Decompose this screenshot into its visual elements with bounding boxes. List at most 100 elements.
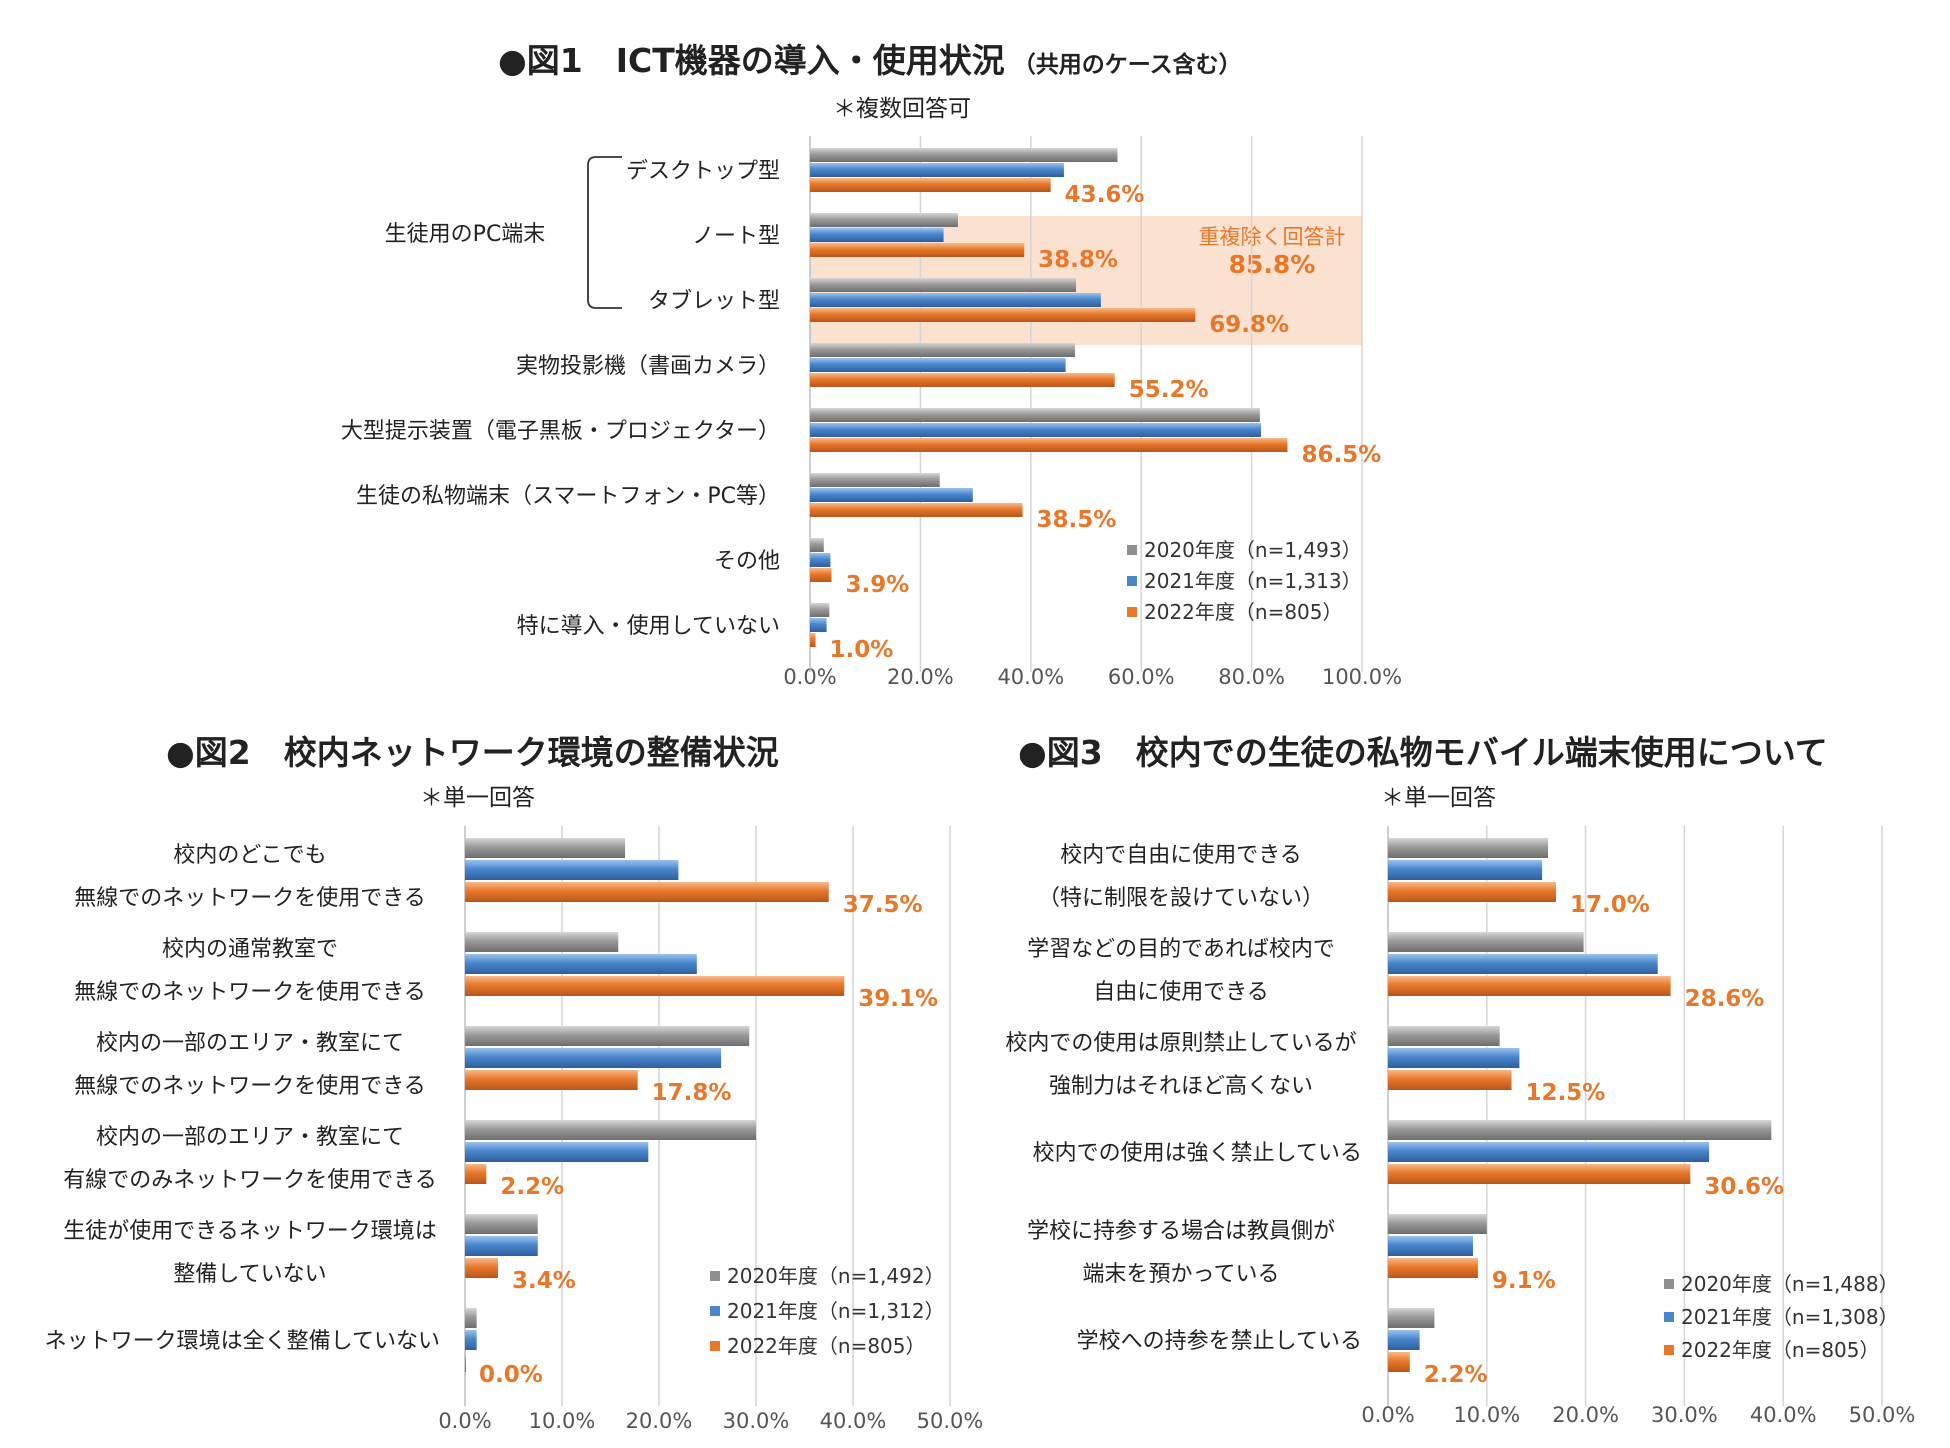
bar-2022: [810, 178, 1051, 192]
bar-2022: [810, 308, 1196, 322]
chart-title-suffix: （共用のケース含む）: [1013, 51, 1242, 78]
bar-2022: [465, 1258, 498, 1278]
category-label: ネットワーク環境は全く整備していない: [45, 1329, 440, 1354]
highlight-value: 85.8%: [1229, 250, 1316, 279]
bar-2021: [810, 228, 944, 242]
legend-label: 2020年度（n=1,493）: [1144, 538, 1362, 562]
legend-label: 2021年度（n=1,313）: [1144, 569, 1362, 593]
data-label: 3.4%: [512, 1268, 576, 1294]
bar-2020: [465, 932, 619, 952]
bar-2021: [810, 423, 1261, 437]
data-label: 69.8%: [1209, 312, 1289, 338]
legend-label: 2020年度（n=1,488）: [1681, 1272, 1899, 1296]
bar-2021: [1388, 1236, 1473, 1256]
bar-2020: [465, 1120, 756, 1140]
bar-2021: [465, 1048, 722, 1068]
x-tick-label: 60.0%: [1108, 665, 1175, 689]
data-label: 86.5%: [1301, 442, 1381, 468]
bar-2020: [810, 278, 1077, 292]
highlight-label: 重複除く回答計: [1199, 225, 1346, 249]
bar-2022: [465, 1352, 466, 1372]
category-label-line2: 強制力はそれほど高くない: [1049, 1074, 1313, 1099]
bar-2020: [1388, 932, 1584, 952]
data-label: 28.6%: [1685, 986, 1765, 1012]
bar-2020: [1388, 1308, 1435, 1328]
chart-title: ●図3 校内での生徒の私物モバイル端末使用について: [1018, 733, 1828, 772]
category-label: 学校への持参を禁止している: [1077, 1329, 1362, 1354]
x-tick-label: 30.0%: [1651, 1403, 1718, 1427]
bar-2021: [810, 488, 973, 502]
bar-2022: [810, 568, 832, 582]
bar-2022: [465, 1070, 638, 1090]
data-label: 2.2%: [1424, 1362, 1488, 1388]
bar-2020: [810, 603, 830, 617]
category-label-line2: 自由に使用できる: [1093, 980, 1269, 1005]
legend-swatch: [710, 1341, 720, 1351]
bar-2020: [810, 148, 1118, 162]
data-label: 38.5%: [1037, 507, 1117, 533]
category-label-line1: 校内での使用は原則禁止しているが: [1005, 1031, 1356, 1056]
bar-2020: [465, 1026, 750, 1046]
data-label: 2.2%: [500, 1174, 564, 1200]
category-label: 生徒の私物端末（スマートフォン・PC等）: [356, 484, 780, 509]
legend-swatch: [1664, 1345, 1674, 1355]
bar-2021: [810, 553, 831, 567]
group-bracket: [587, 156, 622, 309]
category-label-line2: 端末を預かっている: [1083, 1262, 1280, 1287]
x-tick-label: 10.0%: [529, 1409, 596, 1433]
data-label: 37.5%: [843, 892, 923, 918]
data-label: 17.0%: [1570, 892, 1650, 918]
bar-2021: [465, 860, 679, 880]
bar-2022: [1388, 1164, 1691, 1184]
data-label: 38.8%: [1038, 247, 1118, 273]
bar-2021: [810, 618, 827, 632]
bar-2020: [810, 408, 1260, 422]
legend-swatch: [1127, 545, 1137, 555]
x-tick-label: 0.0%: [438, 1409, 491, 1433]
group-label: 生徒用のPC端末: [385, 222, 546, 247]
bar-2020: [810, 343, 1075, 357]
bar-2021: [465, 1236, 538, 1256]
data-label: 39.1%: [858, 986, 938, 1012]
legend-swatch: [1127, 607, 1137, 617]
chart-note: ＊単一回答: [420, 785, 535, 811]
bar-2022: [1388, 976, 1671, 996]
category-label-line2: 無線でのネットワークを使用できる: [74, 980, 426, 1005]
bar-2021: [1388, 954, 1658, 974]
legend-label: 2021年度（n=1,312）: [727, 1299, 945, 1323]
chart-title: ●図1 ICT機器の導入・使用状況 （共用のケース含む）: [498, 41, 1242, 80]
bar-2020: [1388, 1214, 1487, 1234]
chart-note: ＊複数回答可: [833, 96, 971, 122]
bar-2020: [810, 213, 958, 227]
bar-2022: [810, 438, 1288, 452]
bar-2022: [465, 976, 845, 996]
legend-label: 2020年度（n=1,492）: [727, 1264, 945, 1288]
data-label: 17.8%: [652, 1080, 732, 1106]
category-label-line1: 校内のどこでも: [173, 843, 326, 868]
category-label-line2: 整備していない: [173, 1262, 326, 1287]
bar-2022: [1388, 1352, 1410, 1372]
bar-2020: [465, 1214, 538, 1234]
legend-label: 2022年度（n=805）: [727, 1334, 926, 1358]
category-label: 大型提示装置（電子黒板・プロジェクター）: [341, 419, 780, 444]
x-tick-label: 20.0%: [1552, 1403, 1619, 1427]
category-label-line1: 学習などの目的であれば校内で: [1027, 937, 1335, 962]
legend-swatch: [1127, 576, 1137, 586]
category-label-line2: （特に制限を設けていない）: [1038, 886, 1324, 911]
data-label: 12.5%: [1526, 1080, 1606, 1106]
bar-2021: [465, 1330, 477, 1350]
bar-2020: [1388, 1120, 1772, 1140]
chart-fig1: ●図1 ICT機器の導入・使用状況 （共用のケース含む） ＊複数回答可重複除く回答計…: [341, 41, 1402, 689]
category-label: デスクトップ型: [626, 159, 780, 184]
data-label: 55.2%: [1129, 377, 1209, 403]
category-label-line1: 校内の一部のエリア・教室にて: [96, 1125, 404, 1150]
chart-fig3: ●図3 校内での生徒の私物モバイル端末使用について ＊単一回答 0.0% 10.0% 2…: [1005, 733, 1915, 1427]
bar-2020: [465, 1308, 477, 1328]
data-label: 3.9%: [846, 572, 910, 598]
data-label: 30.6%: [1704, 1174, 1784, 1200]
category-label-line2: 無線でのネットワークを使用できる: [74, 886, 426, 911]
chart-fig2: ●図2 校内ネットワーク環境の整備状況 ＊単一回答 0.0% 10.0% 20.0% 30…: [45, 733, 984, 1433]
x-tick-label: 0.0%: [1361, 1403, 1414, 1427]
category-label: 校内での使用は強く禁止している: [1033, 1141, 1362, 1166]
x-tick-label: 80.0%: [1218, 665, 1285, 689]
